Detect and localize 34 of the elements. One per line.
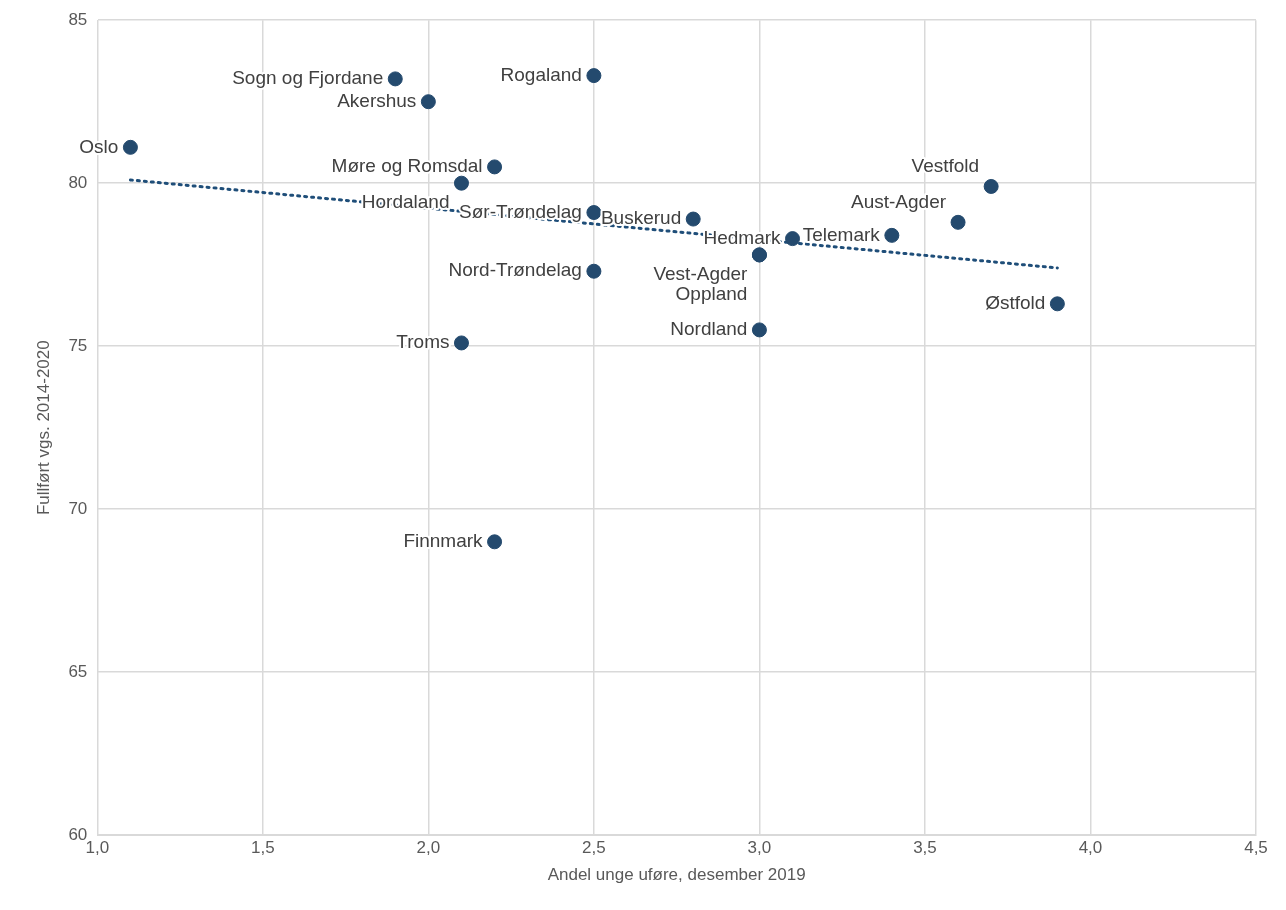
annotation: Finnmark xyxy=(403,530,484,552)
annotation: Østfold xyxy=(985,292,1046,314)
x-tick-label: 2,5 xyxy=(582,838,606,858)
annotation: Buskerud xyxy=(600,207,682,229)
x-tick-label: 4,5 xyxy=(1244,838,1268,858)
annotation: Oppland xyxy=(675,283,748,305)
y-tick-label: 80 xyxy=(68,172,88,192)
y-tick-label: 65 xyxy=(68,661,88,681)
annotation: Troms xyxy=(396,331,450,353)
annotation: Sogn og Fjordane xyxy=(232,67,384,89)
annotation: Vestfold xyxy=(911,154,980,176)
annotation: Akershus xyxy=(337,89,417,111)
annotation: Nord-Trøndelag xyxy=(448,259,582,281)
annotation: Hordaland xyxy=(361,191,450,213)
annotation: Nordland xyxy=(670,318,748,340)
annotation: Rogaland xyxy=(500,63,582,85)
y-tick-label: 60 xyxy=(68,824,88,844)
x-tick-label: 3,0 xyxy=(747,838,772,858)
x-tick-label: 1,0 xyxy=(85,838,110,858)
y-tick-label: 75 xyxy=(68,335,88,355)
x-tick-label: 4,0 xyxy=(1078,838,1103,858)
y-tick-label: 70 xyxy=(68,498,88,518)
x-tick-label: 1,5 xyxy=(251,838,275,858)
annotation: Møre og Romsdal xyxy=(331,155,483,177)
x-axis-title: Andel unge uføre, desember 2019 xyxy=(547,865,806,885)
annotation: Oslo xyxy=(79,135,119,157)
annotation: Sør-Trøndelag xyxy=(459,200,582,222)
y-tick-label: 85 xyxy=(68,9,88,29)
y-axis-title: Fullført vgs. 2014-2020 xyxy=(33,340,53,516)
annotation: Vest-Agder xyxy=(653,263,749,285)
x-tick-label: 3,5 xyxy=(913,838,937,858)
x-tick-label: 2,0 xyxy=(416,838,441,858)
annotation: Telemark xyxy=(802,223,881,245)
annotation: Aust-Agder xyxy=(851,190,947,212)
